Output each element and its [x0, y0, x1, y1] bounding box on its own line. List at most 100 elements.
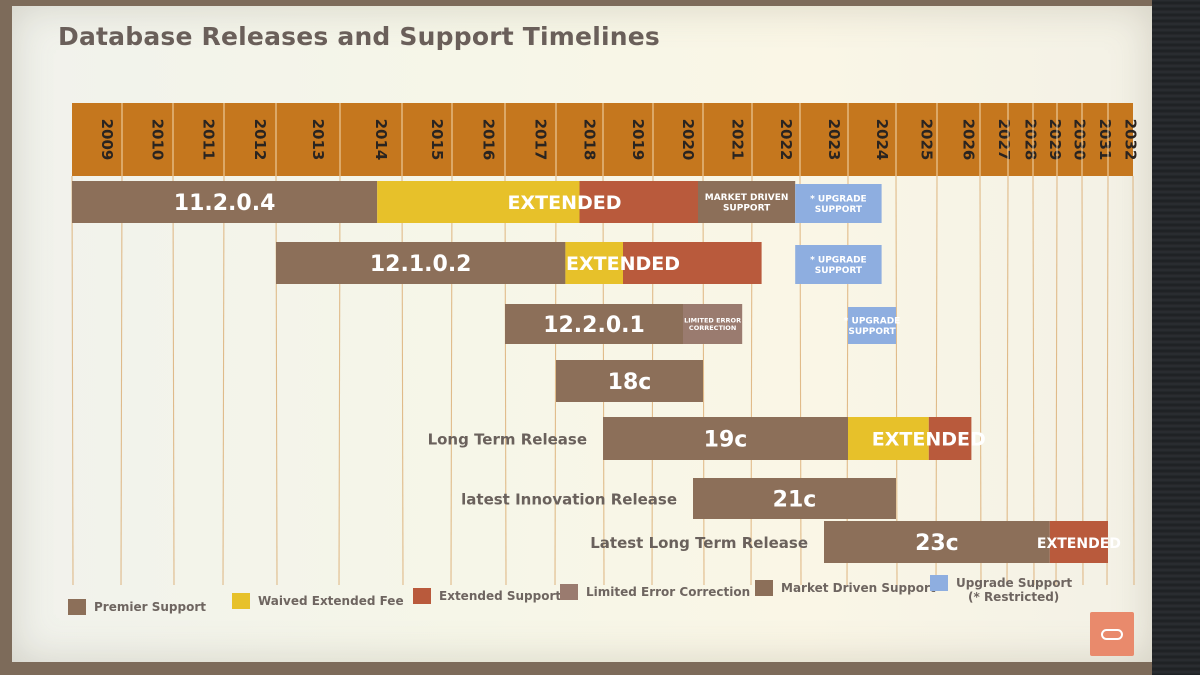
legend-label: Premier Support	[94, 600, 206, 614]
gridline	[750, 175, 753, 586]
release-type-label: latest Innovation Release	[461, 491, 677, 509]
gridline	[222, 175, 225, 586]
year-label: 2019	[629, 119, 647, 161]
upgrade-segment	[795, 184, 882, 223]
extended-swatch	[413, 588, 431, 604]
gridline	[1055, 175, 1058, 586]
year-label: 2016	[480, 119, 498, 161]
upgrade-segment	[795, 245, 882, 284]
release-version-label: 12.2.0.1	[543, 313, 645, 338]
market-segment	[698, 181, 796, 223]
year-label: 2030	[1071, 119, 1089, 161]
year-label: 2032	[1122, 119, 1140, 161]
market-label: SUPPORT	[723, 204, 771, 214]
upgrade-label: * UPGRADE	[810, 194, 867, 204]
gridline	[895, 175, 898, 586]
release-row: 18c	[556, 360, 703, 402]
legend-label: Limited Error Correction	[586, 585, 750, 599]
gridline	[120, 175, 123, 586]
release-version-label: 19c	[704, 428, 748, 453]
gridline	[799, 175, 802, 586]
waived-segment	[848, 417, 929, 460]
premier-segment	[72, 181, 378, 223]
release-version-label: 21c	[773, 488, 817, 513]
waived-segment	[565, 242, 623, 284]
release-version-label: 12.1.0.2	[370, 252, 472, 277]
extended-segment	[1049, 521, 1108, 563]
limited-swatch	[560, 584, 578, 600]
year-label: 2009	[98, 119, 116, 161]
gridline	[338, 175, 341, 586]
legend: Premier Support Waived Extended Fee Extend…	[68, 575, 1072, 615]
premier-segment	[824, 521, 1050, 563]
year-label: 2029	[1046, 119, 1064, 161]
year-label: 2010	[149, 119, 167, 161]
gridline	[71, 175, 74, 586]
gridlines	[71, 175, 1135, 586]
gridline	[1081, 175, 1084, 586]
year-label: 2025	[918, 119, 936, 161]
gridline	[702, 175, 705, 586]
extended-overlay-label: EXTENDED	[566, 253, 680, 275]
year-label: 2022	[777, 119, 795, 161]
release-type-label: Long Term Release	[428, 431, 587, 449]
limited-label: LIMITED ERROR	[684, 316, 741, 324]
premier-segment	[276, 242, 566, 284]
waived-swatch	[232, 593, 250, 609]
premier-segment	[693, 478, 896, 519]
premier-segment	[556, 360, 703, 402]
extended-overlay-label: EXTENDED	[872, 429, 986, 451]
extended-label: EXTENDED	[1037, 536, 1121, 552]
gridline	[1006, 175, 1009, 586]
upgrade-segment	[848, 307, 896, 344]
slide-title: Database Releases and Support Timelines	[58, 22, 660, 51]
legend-label: Waived Extended Fee	[258, 594, 404, 608]
release-row: 23c EXTENDED Latest Long Term Release	[590, 521, 1121, 563]
year-label: 2013	[309, 119, 327, 161]
release-type-label: Latest Long Term Release	[590, 534, 808, 552]
year-label: 2012	[251, 119, 269, 161]
oracle-logo-ring	[1101, 629, 1123, 640]
extended-overlay-label: EXTENDED	[508, 192, 622, 214]
extended-segment	[579, 181, 698, 223]
gridline	[275, 175, 278, 586]
release-version-label: 11.2.0.4	[174, 191, 276, 216]
legend-sublabel: (* Restricted)	[968, 590, 1059, 604]
premier-segment	[505, 304, 683, 344]
gridline	[172, 175, 175, 586]
waived-segment	[377, 181, 580, 223]
legend-label: Upgrade Support	[956, 576, 1072, 590]
release-version-label: 23c	[915, 531, 959, 556]
gridline	[450, 175, 453, 586]
year-label: 2018	[581, 119, 599, 161]
premier-swatch	[68, 599, 86, 615]
market-label: MARKET DRIVEN	[705, 193, 789, 203]
extended-segment	[623, 242, 762, 284]
upgrade-label: SUPPORT	[848, 327, 896, 337]
limited-label: CORRECTION	[689, 324, 736, 332]
year-label: 2027	[995, 119, 1013, 161]
gridline	[1106, 175, 1109, 586]
year-label: 2023	[825, 119, 843, 161]
monitor-edge	[1152, 0, 1200, 675]
year-label: 2024	[873, 119, 891, 161]
year-label: 2015	[428, 119, 446, 161]
gridline	[504, 175, 507, 586]
gridline	[401, 175, 404, 586]
gridline	[1032, 175, 1035, 586]
premier-segment	[603, 417, 848, 460]
upgrade-label: * UPGRADE	[810, 255, 867, 265]
year-label: 2028	[1022, 119, 1040, 161]
year-label: 2020	[679, 119, 697, 161]
legend-label: Market Driven Support	[781, 581, 936, 595]
upgrade-swatch	[930, 575, 948, 591]
release-row: 21c latest Innovation Release	[461, 478, 896, 519]
year-label: 2011	[200, 119, 218, 161]
gridline	[935, 175, 938, 586]
upgrade-label: SUPPORT	[815, 205, 863, 215]
